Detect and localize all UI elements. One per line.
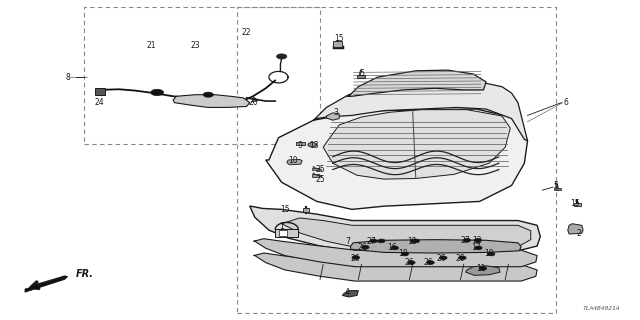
Bar bbox=[357, 75, 365, 78]
Bar bbox=[312, 174, 319, 177]
Circle shape bbox=[410, 239, 418, 243]
Polygon shape bbox=[466, 266, 500, 275]
Polygon shape bbox=[314, 80, 527, 141]
Text: 12: 12 bbox=[407, 237, 417, 246]
Text: 20: 20 bbox=[248, 98, 258, 107]
Circle shape bbox=[479, 267, 486, 270]
Text: 25: 25 bbox=[315, 175, 325, 184]
Text: 5: 5 bbox=[554, 181, 559, 190]
Circle shape bbox=[401, 252, 409, 256]
Polygon shape bbox=[173, 95, 250, 108]
Circle shape bbox=[474, 238, 481, 242]
Circle shape bbox=[408, 261, 415, 265]
Text: 19: 19 bbox=[484, 250, 494, 259]
Circle shape bbox=[362, 245, 369, 249]
Bar bbox=[296, 141, 305, 145]
Polygon shape bbox=[25, 276, 68, 292]
Circle shape bbox=[276, 54, 287, 59]
Polygon shape bbox=[282, 218, 531, 247]
Bar bbox=[554, 188, 561, 190]
Text: 26: 26 bbox=[436, 254, 446, 263]
Polygon shape bbox=[253, 239, 537, 267]
Text: 22: 22 bbox=[242, 28, 252, 37]
Text: 24: 24 bbox=[95, 98, 104, 107]
Circle shape bbox=[412, 239, 420, 243]
Text: 16: 16 bbox=[387, 243, 397, 252]
Text: 27: 27 bbox=[460, 236, 470, 245]
Text: 18: 18 bbox=[398, 250, 408, 259]
Text: 26: 26 bbox=[456, 254, 465, 263]
Text: 11: 11 bbox=[476, 264, 486, 274]
Polygon shape bbox=[250, 206, 540, 251]
Polygon shape bbox=[351, 240, 521, 253]
Polygon shape bbox=[323, 110, 510, 179]
Text: 12: 12 bbox=[472, 236, 481, 245]
Text: 8: 8 bbox=[65, 73, 70, 82]
Circle shape bbox=[427, 261, 435, 265]
Polygon shape bbox=[287, 159, 302, 165]
Text: 23: 23 bbox=[191, 41, 200, 50]
Polygon shape bbox=[568, 224, 583, 234]
Text: 5: 5 bbox=[359, 69, 364, 78]
Bar bbox=[279, 230, 287, 236]
Bar bbox=[275, 229, 298, 237]
Polygon shape bbox=[342, 291, 358, 297]
Circle shape bbox=[487, 252, 495, 256]
Text: 26: 26 bbox=[357, 243, 367, 252]
Polygon shape bbox=[266, 109, 527, 209]
Text: 3: 3 bbox=[333, 108, 339, 117]
Bar bbox=[303, 208, 309, 212]
Text: 15: 15 bbox=[334, 35, 344, 44]
Text: 26: 26 bbox=[351, 254, 360, 263]
Text: 25: 25 bbox=[315, 165, 325, 174]
Text: 27: 27 bbox=[366, 237, 376, 246]
Circle shape bbox=[463, 238, 470, 242]
Text: 17: 17 bbox=[472, 243, 481, 252]
Bar bbox=[95, 88, 106, 95]
Bar bbox=[573, 203, 581, 206]
Text: 2: 2 bbox=[577, 229, 582, 238]
Bar bbox=[312, 168, 319, 170]
Text: 6: 6 bbox=[563, 98, 568, 107]
Circle shape bbox=[308, 142, 317, 147]
Circle shape bbox=[378, 239, 385, 243]
Text: 10: 10 bbox=[289, 156, 298, 164]
Circle shape bbox=[370, 239, 378, 243]
Text: 15: 15 bbox=[280, 205, 290, 214]
Text: 26: 26 bbox=[404, 258, 414, 267]
Circle shape bbox=[391, 246, 399, 250]
Text: TLA4B4021A: TLA4B4021A bbox=[582, 306, 620, 311]
Text: 9: 9 bbox=[297, 141, 302, 150]
Text: 4: 4 bbox=[345, 288, 350, 297]
Text: 1: 1 bbox=[279, 222, 284, 231]
Circle shape bbox=[203, 92, 213, 97]
Bar bbox=[333, 42, 342, 47]
Text: 7: 7 bbox=[345, 237, 350, 246]
Circle shape bbox=[352, 256, 360, 260]
Circle shape bbox=[459, 256, 467, 260]
Text: 26: 26 bbox=[424, 258, 433, 267]
Text: 13: 13 bbox=[309, 141, 319, 150]
Circle shape bbox=[474, 246, 482, 250]
Text: 21: 21 bbox=[146, 41, 156, 50]
Circle shape bbox=[440, 256, 447, 260]
Text: FR.: FR. bbox=[76, 269, 94, 279]
Polygon shape bbox=[253, 253, 537, 281]
Text: 15: 15 bbox=[571, 198, 580, 207]
Polygon shape bbox=[326, 113, 339, 120]
Circle shape bbox=[151, 89, 164, 96]
Polygon shape bbox=[347, 70, 486, 96]
